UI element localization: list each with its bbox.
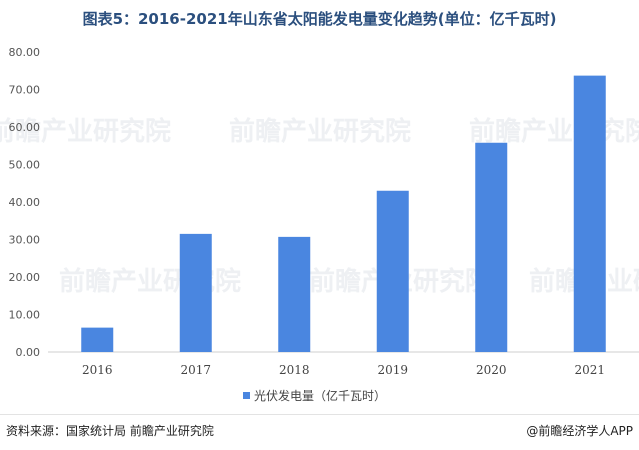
y-tick-label: 50.00: [9, 159, 41, 172]
x-tick-label: 2017: [180, 363, 211, 377]
legend: 光伏发电量（亿千瓦时）: [243, 388, 386, 403]
watermark-text: 前瞻产业研究院: [59, 266, 241, 297]
bar-2018: [278, 236, 311, 352]
y-axis: 0.00 10.00 20.00 30.00 40.00 50.00 60.00 70.00 8…: [9, 46, 41, 359]
x-tick-label: 2020: [476, 363, 507, 377]
bar-2020: [475, 142, 508, 352]
x-tick-label: 2021: [574, 363, 605, 377]
y-tick-label: 0.00: [16, 346, 41, 359]
watermark-layer: 前瞻产业研究院前瞻产业研究院前瞻产业研究院前瞻产业研究院前瞻产业研究院前瞻产业研…: [0, 116, 639, 297]
watermark-text: 前瞻产业研究院: [229, 116, 411, 147]
source-note: 资料来源：国家统计局 前瞻产业研究院: [6, 424, 214, 438]
legend-label: 光伏发电量（亿千瓦时）: [254, 388, 386, 403]
y-tick-label: 40.00: [9, 196, 41, 209]
bar-2021: [573, 75, 606, 352]
bars: [81, 75, 606, 352]
footer-divider: [0, 414, 639, 415]
brand-note: @前瞻经济学人APP: [526, 424, 633, 438]
watermark-text: 前瞻产业研究院: [0, 116, 171, 147]
bar-chart: 前瞻产业研究院前瞻产业研究院前瞻产业研究院前瞻产业研究院前瞻产业研究院前瞻产业研…: [0, 46, 639, 403]
y-tick-label: 70.00: [9, 84, 41, 97]
x-tick-label: 2018: [279, 363, 310, 377]
bar-2019: [376, 190, 409, 352]
legend-swatch: [243, 392, 250, 399]
bar-2017: [179, 233, 212, 352]
x-tick-label: 2016: [82, 363, 113, 377]
x-tick-label: 2019: [377, 363, 408, 377]
y-tick-label: 30.00: [9, 234, 41, 247]
x-axis: 2016 2017 2018 2019 2020 2021: [82, 363, 605, 377]
watermark-text: 前瞻产业研究院: [469, 116, 639, 147]
chart-title: 图表5：2016-2021年山东省太阳能发电量变化趋势(单位：亿千瓦时): [82, 10, 557, 28]
y-tick-label: 60.00: [9, 121, 41, 134]
y-tick-label: 10.00: [9, 309, 41, 322]
y-tick-label: 20.00: [9, 271, 41, 284]
bar-2016: [81, 327, 114, 352]
y-tick-label: 80.00: [9, 46, 41, 59]
